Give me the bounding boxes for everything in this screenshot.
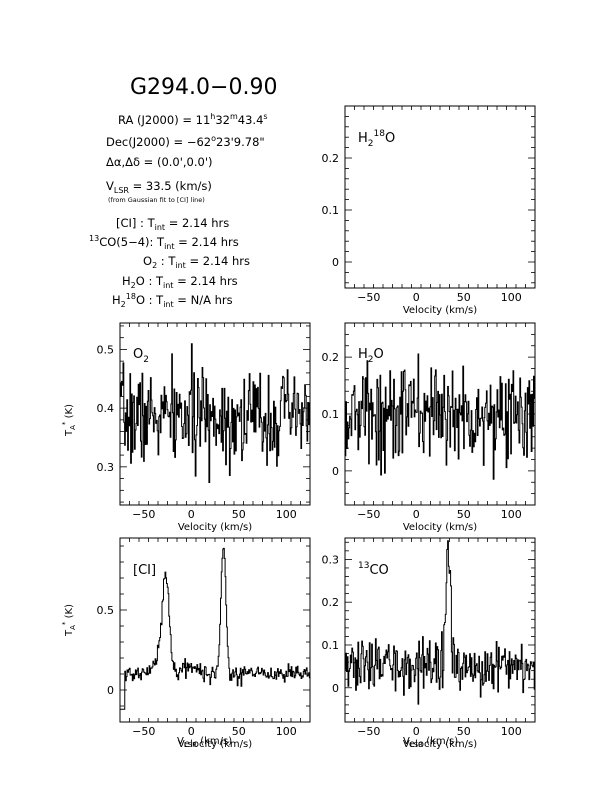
y-tick-label: 0 <box>332 465 339 478</box>
x-tick-label: −50 <box>132 508 155 521</box>
x-axis-label: Velocity (km/s) <box>403 739 477 750</box>
panel-o2: −50 0 50 100 0.3 0.4 0.5 Velocity (km/s) O2 <box>97 322 311 533</box>
x-tick-label: 50 <box>457 291 471 304</box>
panel-label: [CI] <box>133 563 156 578</box>
y-tick-label: 0 <box>332 682 339 695</box>
x-tick-label: 100 <box>501 725 522 738</box>
x-tick-label: 50 <box>457 725 471 738</box>
y-tick-label: 0.2 <box>322 351 340 364</box>
panel-ci: −50 0 50 100 0 0.5 Velocity (km/s) [CI] <box>97 537 311 750</box>
panel-h2o: −50 0 50 100 0 0.1 0.2 Velocity (km/s) H2O <box>322 322 536 533</box>
spectrum-line <box>120 343 311 483</box>
y-tick-label: 0.1 <box>322 204 340 217</box>
info-block: RA (J2000) = 11h32m43.4s Dec(J2000) = −6… <box>89 112 268 309</box>
x-tick-label: 100 <box>501 291 522 304</box>
panel-label: H2O <box>358 347 384 365</box>
x-tick-label: 0 <box>413 725 420 738</box>
y-tick-label: 0.5 <box>97 343 115 356</box>
dec-line: Dec(J2000) = −62o23'9.78" <box>106 134 265 149</box>
spectrum-line <box>345 353 536 480</box>
x-tick-label: 0 <box>413 508 420 521</box>
panel-label: O2 <box>133 347 149 365</box>
y-tick-label: 0.5 <box>97 604 115 617</box>
x-tick-label: 50 <box>457 508 471 521</box>
tint-ci: [CI] : Tint = 2.14 hrs <box>116 216 229 232</box>
panel-label: H218O <box>358 129 395 149</box>
x-axis-label: Velocity (km/s) <box>178 522 252 533</box>
x-tick-label: −50 <box>357 291 380 304</box>
x-tick-label: 0 <box>413 291 420 304</box>
ra-line: RA (J2000) = 11h32m43.4s <box>118 112 268 127</box>
x-tick-label: 100 <box>276 725 297 738</box>
tint-o2: O2 : Tint = 2.14 hrs <box>143 254 250 270</box>
x-tick-label: −50 <box>357 508 380 521</box>
y-tick-label: 0 <box>332 256 339 269</box>
tint-13co: 13CO(5−4): Tint = 2.14 hrs <box>89 234 239 251</box>
y-tick-label: 0.3 <box>322 553 340 566</box>
y-tick-label: 0 <box>107 684 114 697</box>
x-tick-label: −50 <box>132 725 155 738</box>
panel-h218o: −50 0 50 100 0 0.1 0.2 Velocity (km/s) H218O <box>322 105 536 316</box>
y-tick-label: 0.4 <box>97 402 115 415</box>
x-tick-label: −50 <box>357 725 380 738</box>
y-axis-label-bottom: TA* (K) <box>61 604 77 637</box>
y-axis-label-middle: TA* (K) <box>61 404 77 437</box>
spectrum-line <box>345 540 536 705</box>
x-tick-label: 0 <box>188 508 195 521</box>
vlsr-note: (from Gaussian fit to [CI] line) <box>108 196 205 204</box>
x-axis-label: Velocity (km/s) <box>178 739 252 750</box>
x-tick-label: 50 <box>232 508 246 521</box>
x-axis-label: Velocity (km/s) <box>403 305 477 316</box>
vlsr-line: VLSR = 33.5 (km/s) <box>106 179 212 195</box>
x-tick-label: 50 <box>232 725 246 738</box>
y-tick-label: 0.3 <box>97 461 115 474</box>
x-tick-label: 0 <box>188 725 195 738</box>
tint-h2o: H2O : Tint = 2.14 hrs <box>122 274 238 290</box>
y-tick-label: 0.2 <box>322 596 340 609</box>
y-tick-label: 0.2 <box>322 152 340 165</box>
tint-h218o: H218O : Tint = N/A hrs <box>112 292 233 309</box>
y-tick-label: 0.1 <box>322 408 340 421</box>
spectrum-line <box>120 547 310 710</box>
panel-label: 13CO <box>358 561 389 578</box>
source-title: G294.0−0.90 <box>130 75 277 100</box>
y-tick-label: 0.1 <box>322 639 340 652</box>
offset-line: Δα,Δδ = (0.0',0.0') <box>106 155 212 169</box>
x-tick-label: 100 <box>501 508 522 521</box>
panel-13co: −50 0 50 100 0 0.1 0.2 0.3 Velocity (km/s) 13CO <box>322 537 536 750</box>
x-tick-label: 100 <box>276 508 297 521</box>
x-axis-label: Velocity (km/s) <box>403 522 477 533</box>
